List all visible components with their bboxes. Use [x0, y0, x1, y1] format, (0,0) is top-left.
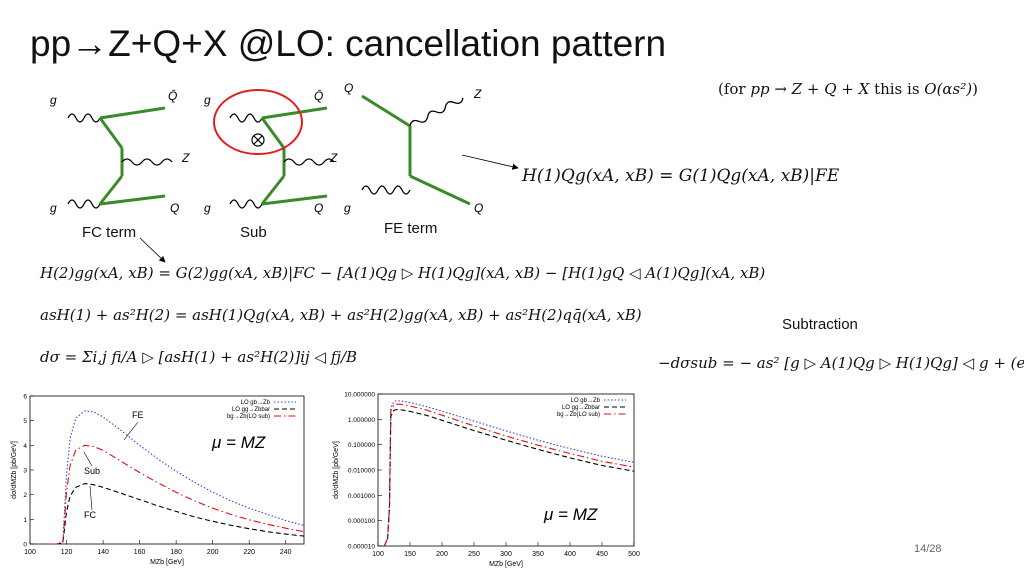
series-line-1 — [383, 400, 634, 546]
h2gg-equation: H(2)gg(xA, xB) = G(2)gg(xA, xB)|FC − [A(… — [40, 264, 766, 282]
dsigma-equation: dσ = Σi,j fi/A ▷ [asH(1) + as²H(2)]ij ◁ … — [40, 348, 358, 366]
order-note-order: O(αs²) — [924, 80, 973, 98]
y-tick-label: 0.000010 — [348, 544, 375, 551]
sub-g-bot: g — [204, 201, 211, 215]
x-tick-label: 250 — [468, 551, 480, 558]
order-note-mid: this is — [869, 80, 925, 98]
fe-q-in: Q — [344, 81, 353, 95]
series-line-3 — [48, 444, 304, 544]
x-tick-label: 160 — [134, 549, 146, 556]
x-axis-label: MZb [GeV] — [489, 561, 523, 568]
x-tick-label: 180 — [170, 549, 182, 556]
legend-label: bg→Zb(LO sub) — [227, 414, 270, 420]
chart-annotation-3: FC — [84, 510, 96, 520]
mu-annotation: μ = MZ — [543, 505, 598, 524]
fc-g-top: g — [50, 93, 57, 107]
series-line-3 — [383, 403, 634, 546]
y-tick-label: 6 — [23, 394, 27, 401]
fe-equation: H(1)Qg(xA, xB) = G(1)Qg(xA, xB)|FE — [522, 166, 840, 186]
series-line-2 — [48, 483, 304, 544]
sub-q: Q — [314, 201, 323, 215]
fc-diagram: g Q̄ Z g Q — [50, 89, 190, 215]
y-axis-label: dσ/dMZb [pb/GeV] — [11, 441, 18, 499]
x-tick-label: 200 — [207, 549, 219, 556]
slide-title: pp→Z+Q+X @LO: cancellation pattern — [30, 23, 667, 64]
chart-linear: 100 120 140 160 180 200 220 240 0 1 2 3 4 5 6 MZb [GeV]… — [11, 394, 305, 566]
x-tick-label: 500 — [628, 551, 640, 558]
fe-q-out: Q — [474, 201, 483, 215]
fc-q: Q — [170, 201, 179, 215]
y-tick-label: 0.000100 — [348, 518, 375, 525]
sub-label: Sub — [240, 224, 267, 241]
x-tick-label: 350 — [532, 551, 544, 558]
x-tick-label: 200 — [436, 551, 448, 558]
sub-diagram: g Q̄ Z g Q — [204, 89, 338, 215]
y-tick-label: 1.000000 — [348, 417, 375, 424]
fe-g-in: g — [344, 201, 351, 215]
page-number: 14/28 — [914, 543, 942, 555]
expansion-equation: asH(1) + as²H(2) = asH(1)Qg(xA, xB) + as… — [40, 306, 642, 324]
legend-label: LO gb→Zb — [241, 400, 271, 406]
y-tick-label: 10.000000 — [344, 392, 375, 399]
y-tick-label: 0.001000 — [348, 493, 375, 500]
x-tick-label: 220 — [243, 549, 255, 556]
order-note-suffix: ) — [972, 80, 978, 98]
order-note: (for pp → Z + Q + X this is O(αs²)) — [718, 80, 978, 98]
series-line-1 — [48, 410, 304, 544]
x-tick-label: 300 — [500, 551, 512, 558]
y-tick-label: 0 — [23, 542, 27, 549]
fc-term-label: FC term — [82, 224, 137, 241]
y-axis-label: dσ/dMZb [pb/GeV] — [333, 441, 340, 499]
order-note-prefix: (for — [718, 80, 751, 98]
y-tick-label: 0.100000 — [348, 442, 375, 449]
sub-qbar: Q̄ — [314, 89, 323, 103]
x-axis-label: MZb [GeV] — [150, 559, 184, 566]
y-tick-label: 1 — [23, 517, 27, 524]
fe-pointer — [123, 421, 139, 441]
x-tick-label: 100 — [372, 551, 384, 558]
y-tick-label: 4 — [23, 443, 27, 450]
fe-z: Z — [473, 87, 482, 101]
fe-arrow — [461, 154, 519, 170]
y-tick-label: 2 — [23, 492, 27, 499]
mu-annotation: μ = MZ — [211, 433, 266, 452]
sub-pointer — [83, 451, 93, 467]
subtraction-label: Subtraction — [782, 316, 858, 333]
x-tick-label: 150 — [404, 551, 416, 558]
fc-qbar: Q̄ — [168, 89, 177, 103]
feynman-diagrams: g Q̄ Z g Q g Q̄ Z g Q Q Z g Q — [50, 81, 483, 215]
fc-g-bot: g — [50, 201, 57, 215]
legend-label: LO gb→Zb — [571, 398, 601, 404]
x-tick-label: 120 — [61, 549, 73, 556]
fe-diagram: Q Z g Q — [344, 81, 483, 215]
chart-annotation-2: Sub — [84, 466, 100, 476]
order-note-process: pp → Z + Q + X — [750, 80, 870, 98]
x-tick-label: 400 — [564, 551, 576, 558]
series-line-2 — [383, 408, 634, 546]
x-tick-label: 450 — [596, 551, 608, 558]
chart-log: 100 150 200 250 300 350 400 450 500 0.000010 0.000… — [333, 392, 640, 569]
legend-label: bg→Zb(LO sub) — [557, 412, 600, 418]
y-tick-label: 3 — [23, 468, 27, 475]
x-tick-label: 240 — [280, 549, 292, 556]
y-tick-label: 0.010000 — [348, 468, 375, 475]
fc-arrow — [139, 237, 166, 263]
legend-label: LO gg→Zbbar — [232, 407, 270, 413]
fc-z: Z — [181, 151, 190, 165]
chart-annotation-1: FE — [132, 410, 144, 420]
sub-g-top: g — [204, 93, 211, 107]
subtraction-equation: −dσsub = − as² [g ▷ A(1)Qg ▷ H(1)Qg] ◁ g… — [658, 354, 1024, 372]
fc-pointer — [89, 485, 93, 511]
x-tick-label: 100 — [24, 549, 36, 556]
fe-term-label: FE term — [384, 220, 438, 237]
legend-label: LO gg→Zbbar — [562, 405, 600, 411]
y-tick-label: 5 — [23, 418, 27, 425]
x-tick-label: 140 — [97, 549, 109, 556]
sub-z: Z — [329, 151, 338, 165]
